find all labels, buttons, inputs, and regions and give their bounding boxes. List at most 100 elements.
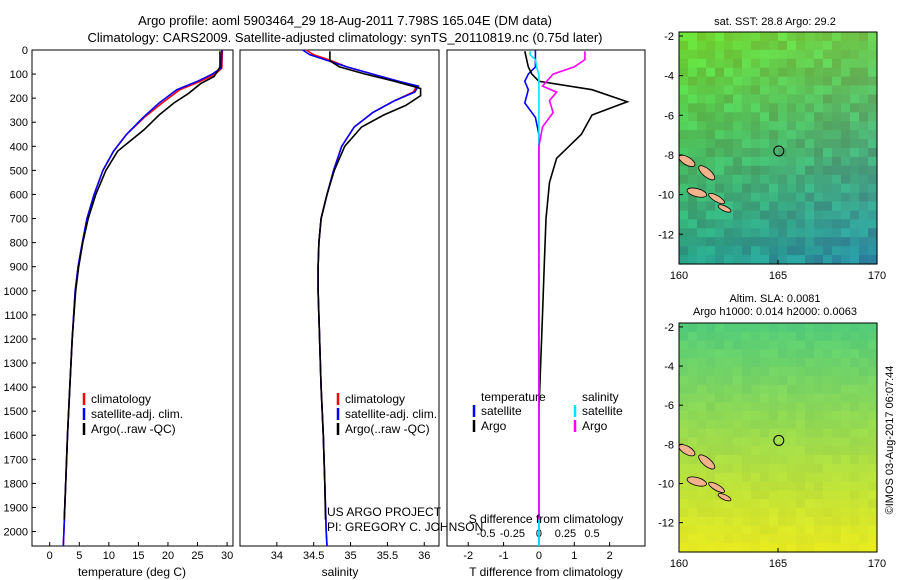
depth-tick-label: 1200 bbox=[4, 334, 28, 346]
map-cell bbox=[859, 246, 869, 256]
map-cell bbox=[697, 130, 707, 140]
map-cell bbox=[814, 508, 824, 518]
map-cell bbox=[733, 375, 743, 386]
map-cell bbox=[715, 103, 725, 113]
map-cell bbox=[724, 349, 734, 359]
map-cell bbox=[733, 112, 743, 122]
map-cell bbox=[850, 32, 860, 42]
map-cell bbox=[859, 228, 869, 238]
map-cell bbox=[742, 472, 752, 483]
map-cell bbox=[733, 490, 743, 500]
map-cell bbox=[787, 481, 797, 491]
island bbox=[717, 493, 732, 502]
map-cell bbox=[814, 148, 824, 158]
map-cell bbox=[697, 58, 707, 69]
map-cell bbox=[733, 201, 743, 211]
map-cell bbox=[868, 331, 878, 342]
map-cell bbox=[859, 419, 869, 430]
map-cell bbox=[760, 255, 770, 265]
map-cell bbox=[796, 340, 806, 350]
map-cell bbox=[859, 402, 869, 412]
map-cell bbox=[751, 210, 761, 220]
map-cell bbox=[751, 472, 761, 483]
map-cell bbox=[859, 148, 869, 158]
map-cell bbox=[706, 49, 716, 60]
map-cell bbox=[769, 367, 779, 377]
map-cell bbox=[733, 219, 743, 229]
map-cell bbox=[706, 402, 716, 412]
map-cell bbox=[688, 340, 698, 350]
map-cell bbox=[796, 76, 806, 87]
map-cell bbox=[850, 472, 860, 483]
map-cell bbox=[760, 165, 770, 176]
map-cell bbox=[814, 67, 824, 78]
map-cell bbox=[733, 174, 743, 185]
map-cell bbox=[751, 490, 761, 500]
map-cell bbox=[697, 525, 707, 535]
map-cell bbox=[706, 85, 716, 95]
depth-tick-label: 1500 bbox=[4, 406, 28, 418]
map-cell bbox=[769, 183, 779, 194]
map-cell bbox=[697, 543, 707, 553]
map-cell bbox=[724, 174, 734, 185]
map-cell bbox=[697, 183, 707, 194]
map-cell bbox=[715, 255, 725, 265]
map-cell bbox=[841, 183, 851, 194]
map-cell bbox=[724, 103, 734, 113]
map-cell bbox=[679, 219, 689, 229]
map-cell bbox=[688, 121, 698, 131]
map-cell bbox=[688, 508, 698, 518]
map-cell bbox=[760, 32, 770, 42]
map-cell bbox=[742, 165, 752, 176]
map-cell bbox=[706, 367, 716, 377]
map-cell bbox=[778, 455, 788, 465]
map-cell bbox=[796, 103, 806, 113]
map-cell bbox=[760, 67, 770, 78]
map-cell bbox=[814, 49, 824, 60]
map-cell bbox=[850, 40, 860, 51]
map-cell bbox=[868, 499, 878, 509]
map-cell bbox=[841, 112, 851, 122]
map-cell bbox=[697, 331, 707, 342]
depth-tick-label: 1100 bbox=[4, 310, 28, 322]
map-cell bbox=[787, 534, 797, 544]
map-cell bbox=[688, 85, 698, 95]
map-cell bbox=[832, 32, 842, 42]
map-cell bbox=[823, 148, 833, 158]
map-cell bbox=[715, 246, 725, 256]
map-cell bbox=[841, 192, 851, 203]
map-cell bbox=[832, 543, 842, 553]
map-cell bbox=[787, 237, 797, 247]
map-cell bbox=[697, 237, 707, 247]
depth-tick-label: 0 bbox=[22, 45, 28, 57]
map-cell bbox=[841, 446, 851, 456]
map-cell bbox=[832, 516, 842, 527]
map-cell bbox=[814, 201, 824, 211]
map-cell bbox=[769, 85, 779, 95]
map-cell bbox=[706, 534, 716, 544]
salinity-x-axis: 34 34.5 35 35.5 36 bbox=[271, 542, 430, 562]
salinity-x-tick-label: 34 bbox=[271, 550, 283, 562]
map-cell bbox=[697, 419, 707, 430]
difference-legend: temperature salinity satellite Argo sate… bbox=[472, 390, 623, 433]
map-cell bbox=[832, 384, 842, 395]
map-cell bbox=[787, 94, 797, 104]
map-cell bbox=[805, 340, 815, 350]
map-cell bbox=[697, 32, 707, 42]
map-cell bbox=[823, 85, 833, 95]
map-cell bbox=[751, 58, 761, 69]
map-cell bbox=[769, 192, 779, 203]
map-cell bbox=[832, 148, 842, 158]
map-cell bbox=[760, 446, 770, 456]
map-cell bbox=[832, 340, 842, 350]
map-cell bbox=[832, 219, 842, 229]
map-cell bbox=[679, 255, 689, 265]
map-cell bbox=[832, 463, 842, 474]
map-cell bbox=[715, 455, 725, 465]
map-cell bbox=[733, 121, 743, 131]
map-cell bbox=[868, 201, 878, 211]
map-cell bbox=[859, 94, 869, 104]
map-cell bbox=[724, 121, 734, 131]
map-cell bbox=[769, 446, 779, 456]
map-cell bbox=[724, 228, 734, 238]
